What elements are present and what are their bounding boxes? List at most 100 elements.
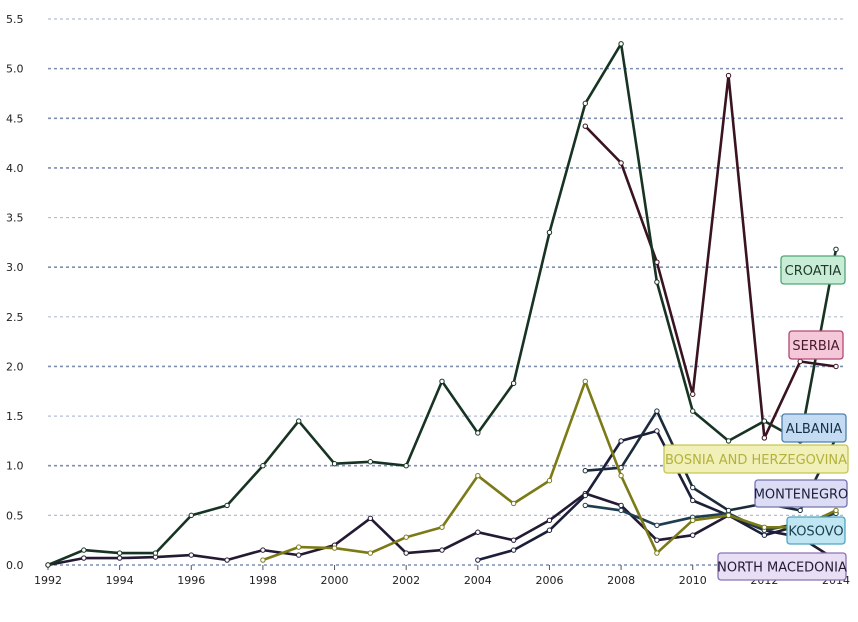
data-point-north-macedonia bbox=[81, 555, 87, 561]
data-point-north-macedonia bbox=[116, 555, 123, 561]
data-point-north-macedonia bbox=[546, 517, 553, 524]
data-point-serbia bbox=[618, 160, 624, 166]
data-point-bosnia-and-herzegovina bbox=[690, 517, 696, 524]
y-tick-label: 4.5 bbox=[6, 112, 24, 125]
data-point-montenegro bbox=[510, 547, 517, 553]
x-tick-label: 1998 bbox=[249, 574, 277, 587]
data-point-albania bbox=[725, 507, 732, 514]
data-point-croatia bbox=[439, 378, 445, 385]
data-point-croatia bbox=[582, 100, 588, 107]
series-label-text: ALBANIA bbox=[786, 422, 843, 437]
data-point-bosnia-and-herzegovina bbox=[439, 524, 445, 530]
data-point-croatia bbox=[45, 562, 51, 568]
data-point-croatia bbox=[403, 463, 409, 469]
data-point-croatia bbox=[690, 408, 696, 414]
data-point-albania bbox=[654, 408, 660, 414]
data-point-north-macedonia bbox=[403, 550, 409, 556]
series-labels: CROATIA SERBIA ALBANIA BOSNIA AND HERZEGOVI… bbox=[663, 255, 849, 581]
label-box bbox=[788, 330, 844, 360]
data-point-serbia bbox=[582, 123, 588, 129]
label-albania: ALBANIA bbox=[781, 413, 847, 443]
x-tick-label: 2008 bbox=[607, 574, 635, 587]
data-point-croatia bbox=[331, 461, 338, 467]
data-point-bosnia-and-herzegovina bbox=[618, 472, 624, 479]
data-point-croatia bbox=[152, 550, 159, 556]
data-point-bosnia-and-herzegovina bbox=[582, 378, 588, 385]
data-point-north-macedonia bbox=[475, 529, 481, 535]
series-lines bbox=[45, 41, 839, 568]
data-point-north-macedonia bbox=[439, 547, 445, 553]
data-point-bosnia-and-herzegovina bbox=[296, 544, 302, 550]
data-point-bosnia-and-herzegovina bbox=[475, 472, 481, 479]
series-bosnia-and-herzegovina bbox=[260, 378, 839, 563]
y-tick-label: 0.0 bbox=[6, 559, 24, 572]
data-point-north-macedonia bbox=[367, 515, 374, 522]
series-label-text: CROATIA bbox=[785, 264, 842, 279]
data-point-bosnia-and-herzegovina bbox=[510, 500, 517, 507]
y-tick-label: 3.5 bbox=[6, 212, 24, 225]
data-point-croatia bbox=[725, 438, 732, 444]
data-point-albania bbox=[797, 507, 803, 514]
series-label-text: SERBIA bbox=[792, 339, 839, 354]
y-tick-label: 4.0 bbox=[6, 162, 24, 175]
label-montenegro: MONTENEGRO bbox=[754, 479, 849, 508]
data-point-bosnia-and-herzegovina bbox=[260, 557, 266, 563]
y-tick-label: 5.0 bbox=[6, 63, 24, 76]
label-box bbox=[786, 516, 846, 545]
series-label-text: MONTENEGRO bbox=[754, 488, 849, 503]
x-tick-label: 2010 bbox=[679, 574, 707, 587]
data-point-bosnia-and-herzegovina bbox=[331, 545, 338, 551]
data-point-montenegro bbox=[618, 438, 624, 444]
label-box bbox=[717, 552, 847, 581]
data-point-croatia bbox=[260, 463, 266, 469]
label-croatia: CROATIA bbox=[780, 255, 846, 285]
x-tick-label: 1996 bbox=[177, 574, 205, 587]
series-line-albania bbox=[585, 409, 838, 512]
series-line-croatia bbox=[47, 42, 838, 567]
y-tick-label: 2.0 bbox=[6, 360, 24, 373]
data-point-north-macedonia bbox=[188, 552, 194, 558]
y-tick-label: 3.0 bbox=[6, 261, 24, 274]
series-label-text: KOSOVO bbox=[788, 525, 843, 540]
y-tick-label: 2.5 bbox=[6, 311, 24, 324]
gridlines bbox=[48, 18, 846, 566]
data-point-montenegro bbox=[582, 492, 588, 499]
y-tick-label: 0.5 bbox=[6, 509, 24, 522]
data-point-bosnia-and-herzegovina bbox=[654, 550, 660, 556]
data-point-serbia bbox=[833, 363, 839, 370]
series-croatia bbox=[45, 41, 839, 568]
data-point-croatia bbox=[296, 418, 302, 424]
data-point-croatia bbox=[761, 418, 768, 424]
data-point-croatia bbox=[833, 246, 839, 253]
x-tick-label: 2002 bbox=[392, 574, 420, 587]
data-point-montenegro bbox=[546, 527, 553, 533]
data-point-croatia bbox=[510, 380, 517, 387]
data-point-serbia bbox=[725, 72, 732, 79]
data-point-bosnia-and-herzegovina bbox=[761, 524, 768, 530]
label-bosnia-and-herzegovina: BOSNIA AND HERZEGOVINA bbox=[663, 444, 849, 474]
data-point-croatia bbox=[224, 502, 230, 509]
label-box bbox=[781, 413, 847, 443]
y-axis-ticks: 0.0 0.5 1.0 1.5 2.0 2.5 3.0 3.5 4.0 4.5 5.0 5.5 bbox=[6, 13, 24, 572]
data-point-croatia bbox=[367, 459, 374, 465]
y-tick-label: 5.5 bbox=[6, 13, 24, 26]
series-serbia bbox=[582, 72, 839, 441]
data-point-montenegro bbox=[690, 497, 696, 504]
data-point-albania bbox=[582, 467, 588, 474]
data-point-serbia bbox=[761, 435, 768, 441]
data-point-croatia bbox=[618, 41, 624, 47]
data-point-bosnia-and-herzegovina bbox=[725, 512, 732, 519]
data-point-montenegro bbox=[475, 557, 481, 563]
data-point-albania bbox=[690, 484, 696, 491]
data-point-bosnia-and-herzegovina bbox=[403, 534, 409, 540]
data-point-bosnia-and-herzegovina bbox=[546, 477, 553, 484]
series-line-serbia bbox=[584, 74, 837, 440]
data-point-croatia bbox=[475, 430, 481, 436]
label-box bbox=[754, 479, 848, 508]
label-box bbox=[780, 255, 846, 285]
data-point-north-macedonia bbox=[618, 502, 624, 509]
data-point-kosovo bbox=[654, 522, 660, 528]
data-point-north-macedonia bbox=[296, 552, 302, 558]
label-box bbox=[663, 444, 849, 474]
y-tick-label: 1.5 bbox=[6, 410, 24, 423]
